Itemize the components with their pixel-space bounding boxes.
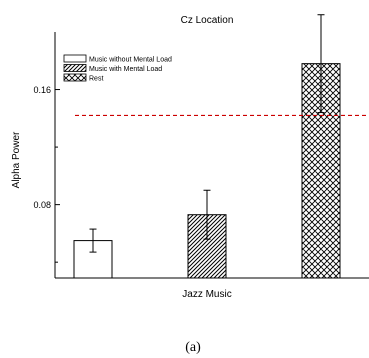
legend-swatch-2 — [63, 64, 87, 72]
legend-swatch-3 — [63, 73, 87, 82]
error-bars — [89, 14, 325, 253]
figure-caption: (a) — [185, 340, 201, 355]
x-axis-label: Jazz Music — [182, 289, 231, 300]
chart-title: Cz Location — [181, 15, 234, 26]
y-tick-label: 0.16 — [33, 85, 51, 95]
y-axis-label: Alpha Power — [11, 131, 22, 188]
legend: Music without Mental Load Music with Ment… — [63, 54, 172, 83]
legend-label-2: Music with Mental Load — [89, 66, 162, 73]
y-tick-label: 0.08 — [33, 200, 51, 210]
bars — [73, 63, 341, 279]
legend-label-1: Music without Mental Load — [89, 57, 172, 64]
legend-label-3: Rest — [89, 76, 103, 83]
legend-swatch-1 — [63, 54, 87, 63]
